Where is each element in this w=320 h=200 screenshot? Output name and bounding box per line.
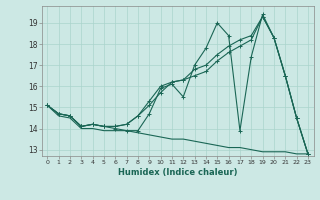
X-axis label: Humidex (Indice chaleur): Humidex (Indice chaleur) [118, 168, 237, 177]
